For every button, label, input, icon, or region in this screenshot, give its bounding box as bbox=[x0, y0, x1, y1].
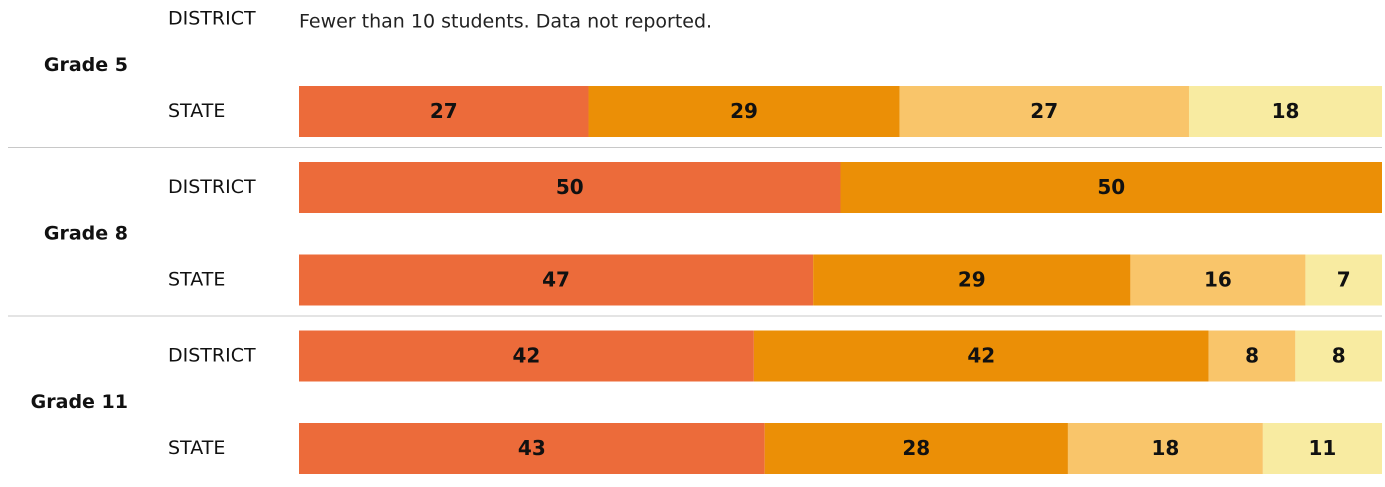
value-label: 27 bbox=[1030, 99, 1058, 123]
bar-segment bbox=[899, 86, 1189, 137]
bar-segment bbox=[299, 330, 754, 382]
value-label: 7 bbox=[1337, 268, 1351, 292]
row-label: DISTRICT bbox=[168, 176, 256, 198]
value-label: 18 bbox=[1151, 436, 1179, 460]
value-label: 27 bbox=[430, 99, 458, 123]
value-label: 50 bbox=[1097, 175, 1125, 199]
bar-segment bbox=[1188, 86, 1382, 137]
bar-segment bbox=[299, 162, 841, 213]
bar-segment bbox=[840, 162, 1382, 213]
bar-segment bbox=[299, 86, 589, 137]
value-label: 11 bbox=[1309, 436, 1337, 460]
value-label: 29 bbox=[730, 99, 758, 123]
row-label: DISTRICT bbox=[168, 8, 256, 30]
bar-segment bbox=[299, 254, 814, 306]
note: Fewer than 10 students. Data not reporte… bbox=[299, 11, 712, 33]
value-label: 42 bbox=[967, 344, 995, 368]
group-label: Grade 8 bbox=[44, 222, 128, 244]
value-label: 47 bbox=[542, 268, 570, 292]
bar-segment bbox=[1067, 423, 1263, 474]
value-label: 42 bbox=[513, 344, 541, 368]
bar-segment bbox=[1305, 254, 1382, 306]
bar-segment bbox=[1208, 330, 1296, 382]
value-label: 50 bbox=[556, 175, 584, 199]
group-label: Grade 5 bbox=[44, 54, 128, 76]
bar-segment bbox=[1262, 423, 1382, 474]
group-label: Grade 11 bbox=[31, 391, 128, 413]
bar-segment bbox=[588, 86, 900, 137]
value-label: 29 bbox=[958, 268, 986, 292]
value-label: 18 bbox=[1272, 99, 1300, 123]
row-label: STATE bbox=[168, 437, 225, 459]
bar-segment bbox=[813, 254, 1131, 306]
bar-segment bbox=[1295, 330, 1382, 382]
value-label: 28 bbox=[902, 436, 930, 460]
value-label: 8 bbox=[1332, 344, 1346, 368]
value-label: 16 bbox=[1204, 268, 1232, 292]
value-label: 43 bbox=[518, 436, 546, 460]
row-label: DISTRICT bbox=[168, 345, 256, 367]
bar-segment bbox=[1130, 254, 1306, 306]
bar-segment bbox=[753, 330, 1209, 382]
value-label: 8 bbox=[1245, 344, 1259, 368]
bar-segment bbox=[299, 423, 765, 474]
row-label: STATE bbox=[168, 269, 225, 291]
row-label: STATE bbox=[168, 100, 225, 122]
bar-segment bbox=[764, 423, 1068, 474]
